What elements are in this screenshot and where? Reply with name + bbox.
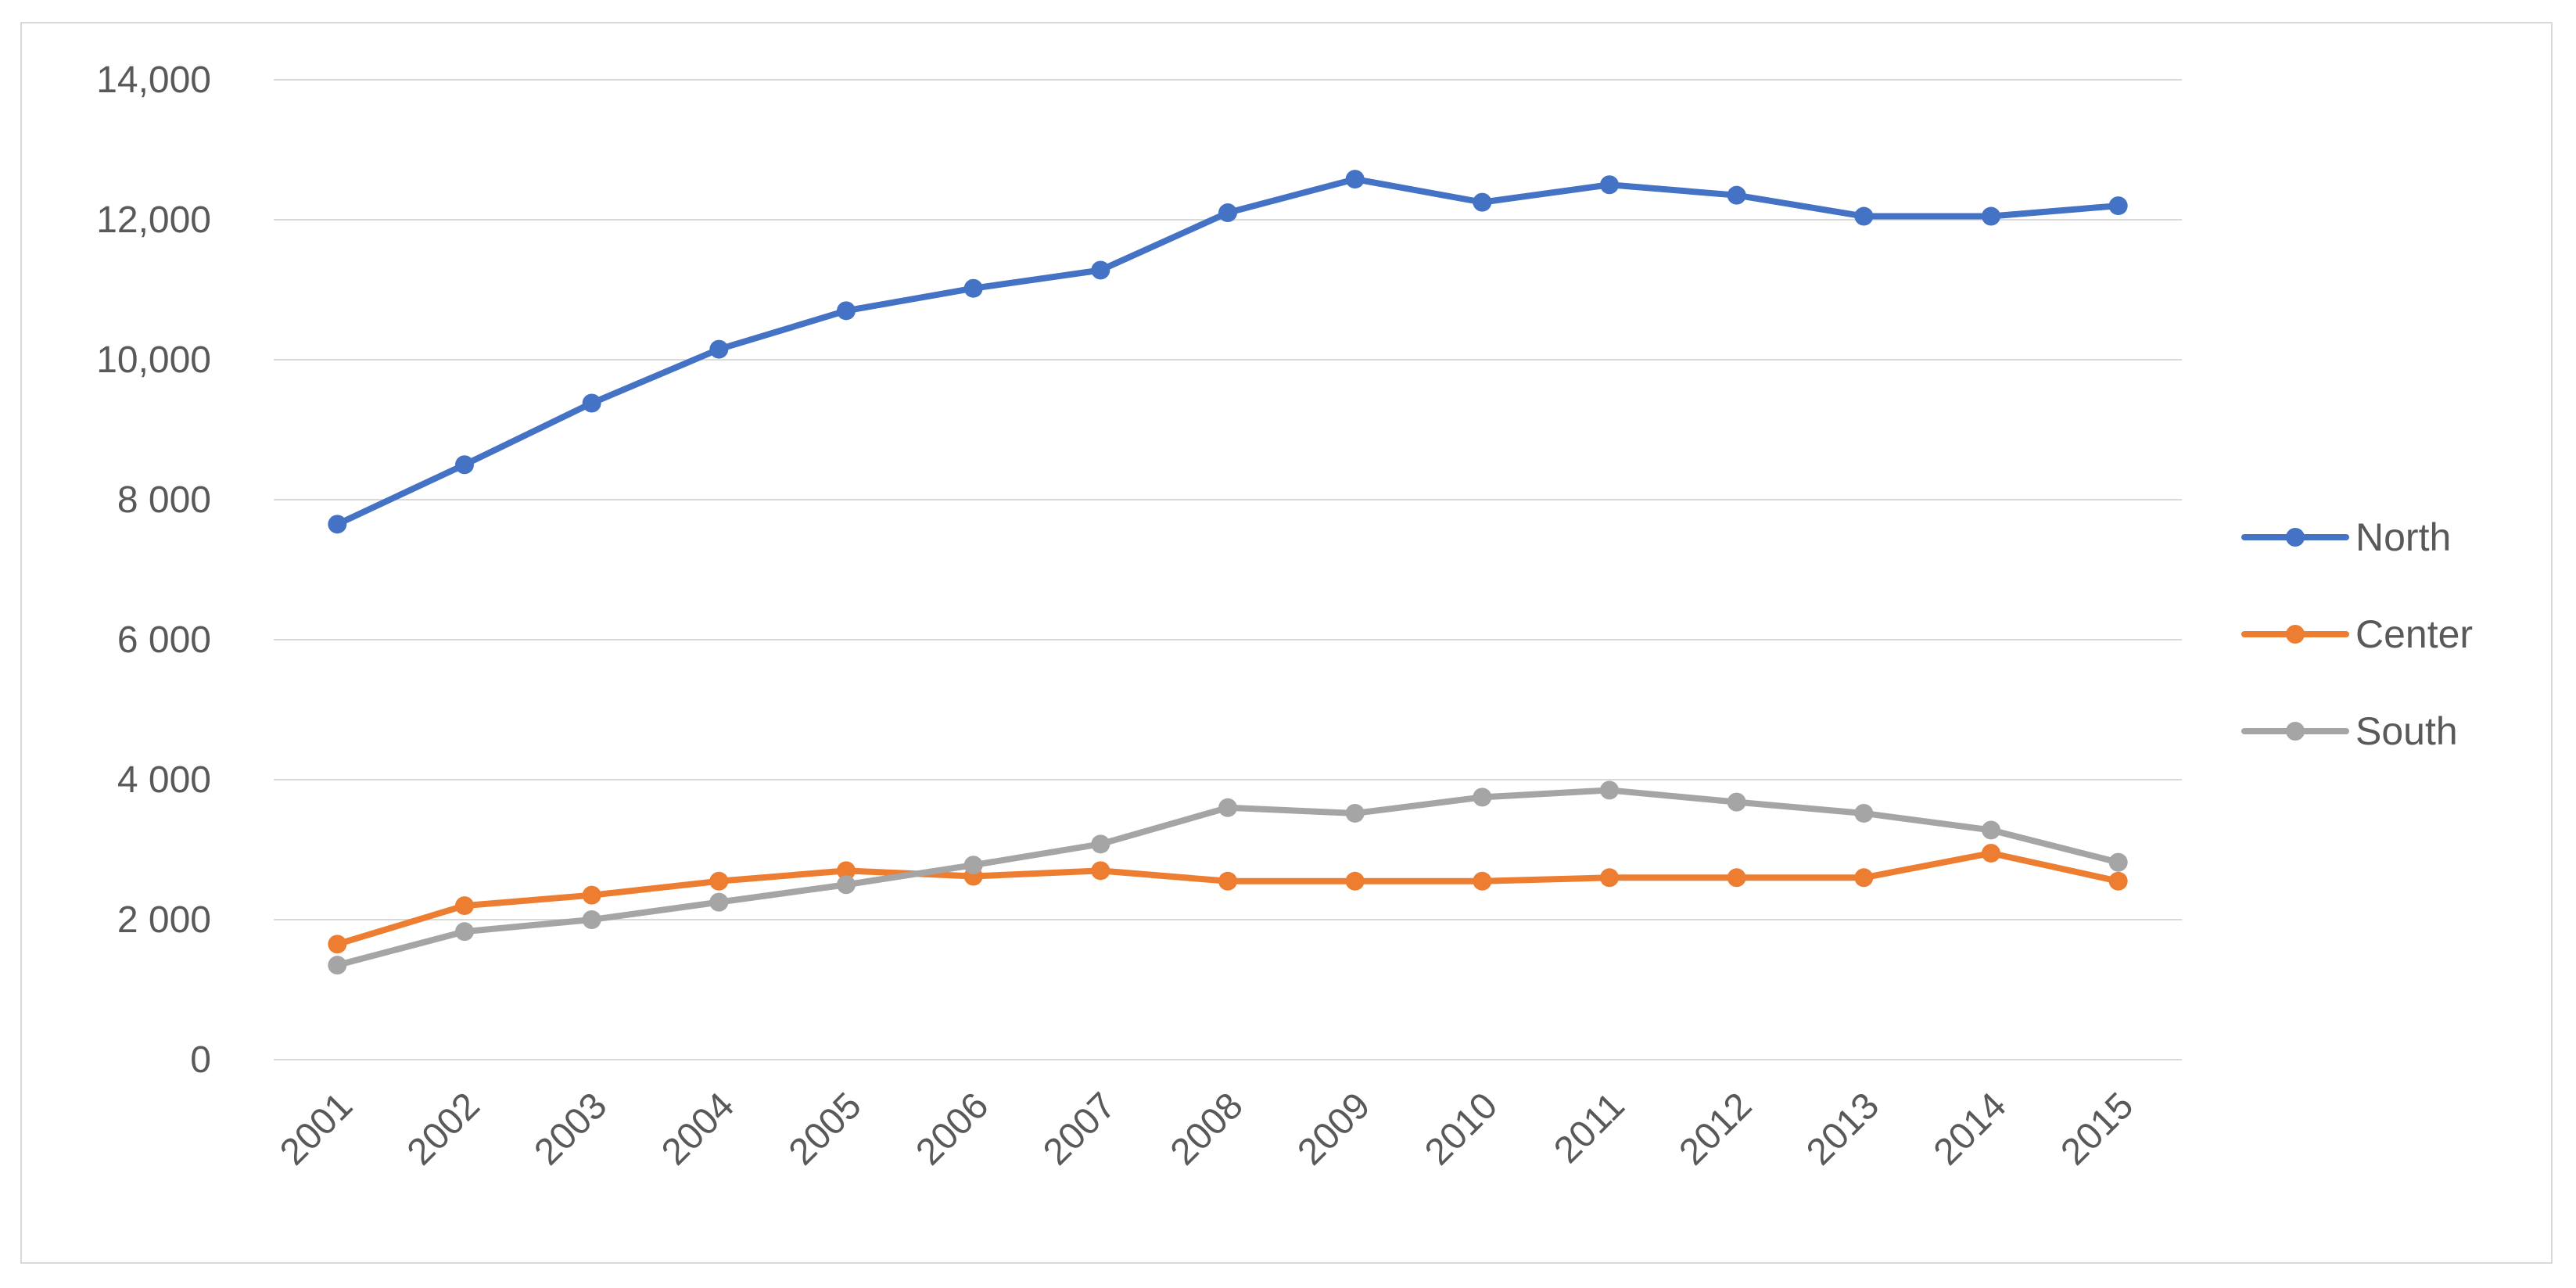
- y-tick-label: 2 000: [117, 899, 211, 941]
- legend-swatch-marker: [2286, 625, 2305, 644]
- data-point-north: [1982, 206, 2000, 226]
- data-point-south: [455, 922, 474, 942]
- data-point-center: [1345, 871, 1365, 891]
- y-tick-label: 4 000: [117, 759, 211, 801]
- data-point-north: [2108, 196, 2128, 216]
- data-point-south: [2108, 852, 2128, 872]
- data-point-north: [1600, 175, 1619, 195]
- data-point-north: [1218, 203, 1237, 223]
- data-point-south: [1727, 792, 1746, 812]
- data-point-south: [328, 956, 347, 975]
- data-point-south: [1473, 788, 1492, 807]
- data-point-center: [837, 861, 856, 881]
- data-point-north: [1473, 192, 1492, 212]
- series-north: [328, 170, 2128, 534]
- legend-label: Center: [2355, 612, 2473, 656]
- x-tick-label: 2005: [781, 1085, 870, 1173]
- y-tick-label: 6 000: [117, 619, 211, 661]
- x-tick-label: 2002: [400, 1085, 488, 1173]
- data-point-north: [963, 278, 983, 298]
- x-tick-label: 2015: [2053, 1085, 2141, 1173]
- x-axis-tick-labels: 2001 2002 2003 2004 2005 2006 2007 2008 2009 2010…: [272, 1085, 2141, 1173]
- gridlines: [274, 79, 2182, 1060]
- x-tick-label: 2001: [272, 1085, 361, 1173]
- legend-item-south: South: [2241, 709, 2458, 753]
- x-tick-label: 2004: [654, 1085, 742, 1173]
- data-point-center: [1218, 871, 1237, 891]
- legend: North Center South: [2241, 515, 2473, 753]
- y-tick-label: 12,000: [96, 199, 211, 241]
- data-point-south: [1982, 820, 2000, 840]
- legend-swatch-marker: [2286, 722, 2305, 741]
- data-point-south: [963, 856, 983, 875]
- data-point-center: [1600, 868, 1619, 888]
- x-tick-label: 2014: [1926, 1085, 2015, 1173]
- x-tick-label: 2011: [1546, 1085, 1632, 1171]
- data-point-south: [1854, 803, 1874, 823]
- legend-label: South: [2355, 709, 2458, 753]
- data-point-south: [837, 875, 856, 895]
- data-point-center: [1473, 871, 1492, 891]
- data-point-north: [1091, 260, 1110, 280]
- legend-item-north: North: [2241, 515, 2451, 559]
- x-tick-label: 2003: [526, 1085, 615, 1173]
- series-south: [328, 780, 2128, 975]
- y-tick-label: 0: [190, 1039, 211, 1081]
- x-tick-label: 2007: [1035, 1085, 1124, 1173]
- chart-frame: [20, 22, 2553, 1264]
- data-point-center: [582, 885, 601, 905]
- x-tick-label: 2012: [1671, 1085, 1760, 1173]
- x-tick-label: 2008: [1163, 1085, 1251, 1173]
- data-point-south: [582, 910, 601, 929]
- data-point-north: [582, 393, 601, 413]
- data-point-south: [1218, 798, 1237, 817]
- y-tick-label: 10,000: [96, 339, 211, 381]
- legend-swatch-marker: [2286, 528, 2305, 547]
- data-point-center: [2108, 871, 2128, 891]
- data-point-north: [1345, 170, 1365, 189]
- data-point-south: [1345, 803, 1365, 823]
- series-line-north: [334, 176, 2122, 528]
- x-tick-label: 2010: [1417, 1085, 1505, 1173]
- series-line-center: [334, 849, 2122, 948]
- data-point-center: [1982, 843, 2000, 863]
- data-point-south: [1600, 780, 1619, 800]
- data-point-center: [1854, 868, 1874, 888]
- data-point-north: [837, 301, 856, 321]
- x-tick-label: 2006: [908, 1085, 996, 1173]
- series-lines: [328, 170, 2128, 975]
- data-point-north: [328, 515, 347, 534]
- data-point-center: [328, 935, 347, 954]
- data-point-north: [709, 339, 729, 359]
- legend-item-center: Center: [2241, 612, 2473, 656]
- legend-label: North: [2355, 515, 2451, 559]
- x-tick-label: 2013: [1799, 1085, 1887, 1173]
- x-tick-label: 2009: [1290, 1085, 1378, 1173]
- y-tick-label: 8 000: [117, 479, 211, 521]
- y-tick-label: 14,000: [96, 59, 211, 101]
- data-point-center: [1727, 868, 1746, 888]
- data-point-center: [455, 896, 474, 916]
- data-point-south: [1091, 834, 1110, 854]
- data-point-south: [709, 892, 729, 912]
- data-point-north: [1854, 206, 1874, 226]
- data-point-north: [1727, 185, 1746, 205]
- data-point-north: [455, 455, 474, 475]
- data-point-center: [709, 871, 729, 891]
- series-center: [328, 843, 2128, 954]
- y-axis-tick-labels: 0 2 000 4 000 6 000 8 000 10,000 12,000 14,000: [96, 59, 211, 1081]
- data-point-center: [1091, 861, 1110, 881]
